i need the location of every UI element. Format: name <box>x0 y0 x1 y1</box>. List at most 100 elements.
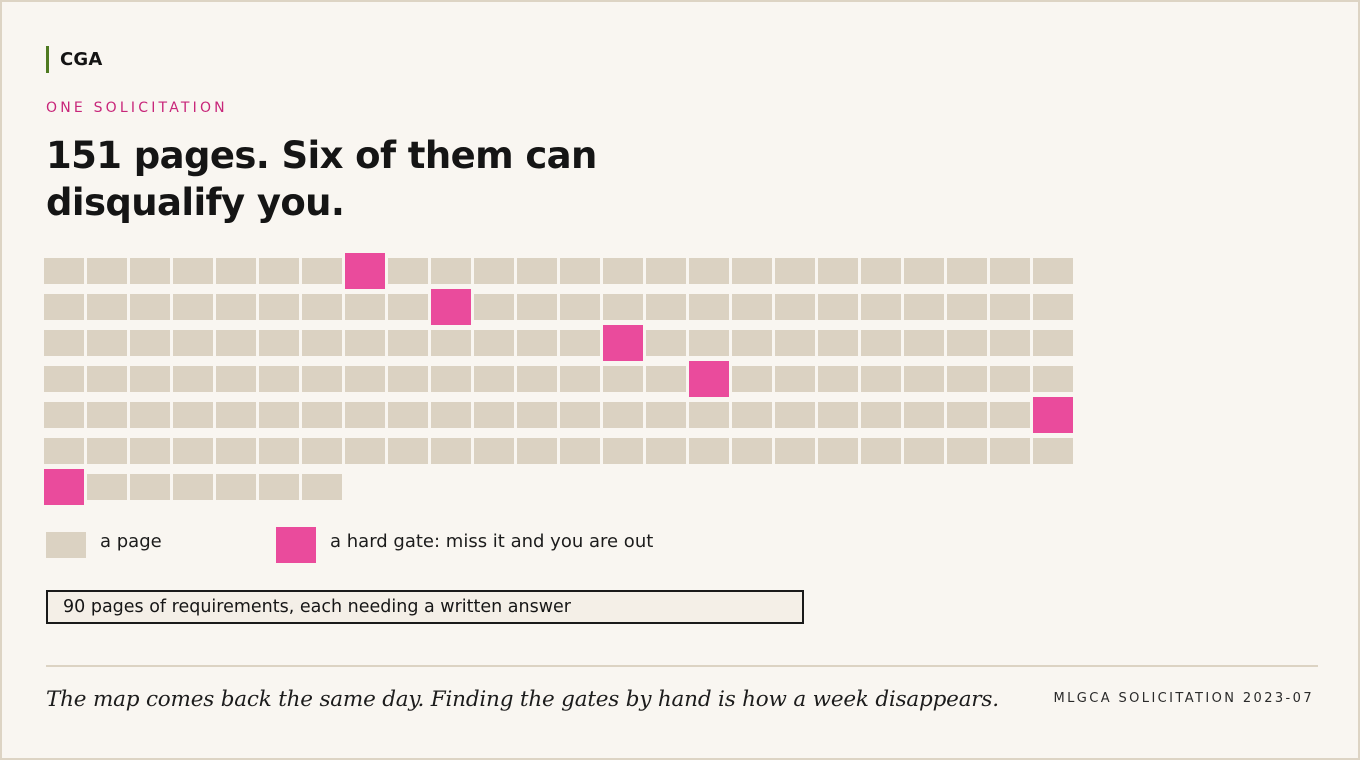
page-cell <box>474 258 514 284</box>
page-cell <box>388 438 428 464</box>
page-cell <box>861 438 901 464</box>
page-cell <box>474 366 514 392</box>
page-cell <box>216 294 256 320</box>
page-cell <box>1033 330 1073 356</box>
page-cell <box>818 294 858 320</box>
page-cell <box>775 294 815 320</box>
page-cell <box>947 438 987 464</box>
page-cell <box>302 474 342 500</box>
page-cell <box>1033 294 1073 320</box>
page-cell <box>44 330 84 356</box>
page-cell <box>259 294 299 320</box>
page-cell <box>560 330 600 356</box>
legend-gate-swatch <box>276 527 316 563</box>
page-cell <box>861 330 901 356</box>
page-cell <box>259 402 299 428</box>
page-cell <box>345 294 385 320</box>
page-cell <box>861 294 901 320</box>
gate-page-cell <box>44 469 84 505</box>
page-cell <box>560 258 600 284</box>
footer-reference: MLGCA SOLICITATION 2023-07 <box>1053 691 1314 706</box>
callout-text: 90 pages of requirements, each needing a… <box>63 597 572 617</box>
page-cell <box>130 474 170 500</box>
page-cell <box>818 366 858 392</box>
gate-page-cell <box>603 325 643 361</box>
page-cell <box>689 438 729 464</box>
page-cell <box>560 438 600 464</box>
page-cell <box>87 258 127 284</box>
page-cell <box>990 402 1030 428</box>
page-cell <box>861 402 901 428</box>
page-cell <box>818 258 858 284</box>
page-cell <box>1033 438 1073 464</box>
page-cell <box>689 258 729 284</box>
page-cell <box>259 366 299 392</box>
page-cell <box>173 258 213 284</box>
page-cell <box>302 330 342 356</box>
page-cell <box>87 474 127 500</box>
page-cell <box>689 402 729 428</box>
eyebrow-label: ONE SOLICITATION <box>46 100 228 116</box>
gate-page-cell <box>689 361 729 397</box>
page-cell <box>87 402 127 428</box>
page-cell <box>431 402 471 428</box>
page-cell <box>1033 366 1073 392</box>
page-cell <box>130 330 170 356</box>
page-cell <box>818 438 858 464</box>
page-cell <box>474 330 514 356</box>
page-cell <box>1033 258 1073 284</box>
page-cell <box>302 402 342 428</box>
page-cell <box>732 438 772 464</box>
brand-accent-bar <box>46 46 49 73</box>
page-cell <box>44 438 84 464</box>
footer-quote: The map comes back the same day. Finding… <box>46 687 999 712</box>
page-cell <box>130 258 170 284</box>
page-cell <box>990 330 1030 356</box>
page-cell <box>732 402 772 428</box>
legend-page-label: a page <box>100 531 162 552</box>
page-cell <box>904 330 944 356</box>
page-cell <box>646 258 686 284</box>
page-cell <box>904 402 944 428</box>
page-cell <box>87 330 127 356</box>
page-cell <box>990 438 1030 464</box>
page-cell <box>732 330 772 356</box>
page-cell <box>216 366 256 392</box>
brand: CGA <box>46 46 103 73</box>
page-cell <box>646 294 686 320</box>
page-cell <box>517 330 557 356</box>
page-cell <box>732 258 772 284</box>
page-cell <box>517 366 557 392</box>
page-cell <box>431 258 471 284</box>
page-cell <box>646 330 686 356</box>
page-cell <box>474 438 514 464</box>
headline: 151 pages. Six of them can disqualify yo… <box>46 134 597 224</box>
page-cell <box>130 366 170 392</box>
page-cell <box>302 366 342 392</box>
page-cell <box>603 366 643 392</box>
page-cell <box>173 474 213 500</box>
page-cell <box>87 366 127 392</box>
page-cell <box>947 366 987 392</box>
page-cell <box>44 402 84 428</box>
page-cell <box>130 294 170 320</box>
page-cell <box>904 258 944 284</box>
page-cell <box>818 402 858 428</box>
page-cell <box>173 294 213 320</box>
page-cell <box>388 258 428 284</box>
gate-page-cell <box>431 289 471 325</box>
page-cell <box>87 438 127 464</box>
page-cell <box>732 366 772 392</box>
page-cell <box>904 366 944 392</box>
page-cell <box>216 258 256 284</box>
page-cell <box>560 294 600 320</box>
page-cell <box>517 438 557 464</box>
page-cell <box>560 366 600 392</box>
page-cell <box>603 438 643 464</box>
page-cell <box>345 402 385 428</box>
page-cell <box>173 402 213 428</box>
page-cell <box>302 258 342 284</box>
page-cell <box>904 294 944 320</box>
page-cell <box>517 402 557 428</box>
